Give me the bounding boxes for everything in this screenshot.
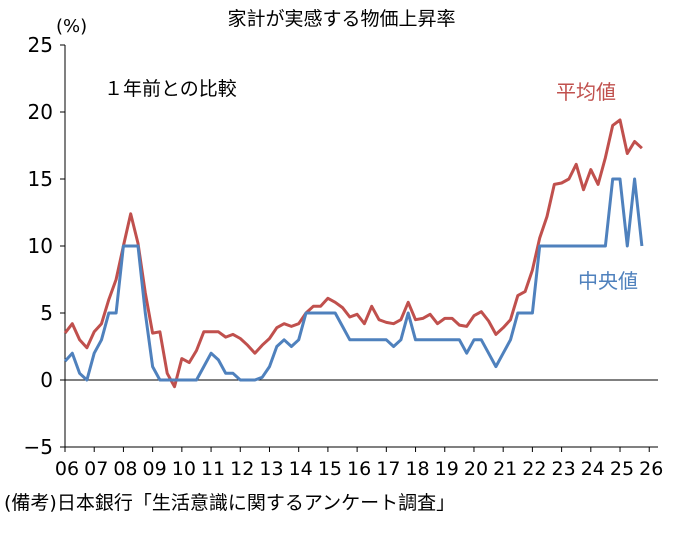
y-tick-label: 20 bbox=[28, 100, 53, 124]
x-tick-label: 26 bbox=[639, 458, 663, 480]
x-tick-label: 17 bbox=[376, 458, 400, 480]
x-tick-label: 09 bbox=[143, 458, 167, 480]
x-tick-label: 24 bbox=[581, 458, 605, 480]
x-tick-label: 22 bbox=[522, 458, 546, 480]
x-tick-label: 15 bbox=[318, 458, 342, 480]
x-tick-label: 12 bbox=[230, 458, 254, 480]
chart-title: 家計が実感する物価上昇率 bbox=[227, 8, 456, 30]
x-tick-label: 08 bbox=[113, 458, 137, 480]
x-tick-label: 20 bbox=[464, 458, 488, 480]
x-tick-label: 18 bbox=[405, 458, 429, 480]
source-note: (備考)日本銀行「生活意識に関するアンケート調査」 bbox=[4, 492, 456, 514]
x-tick-label: 07 bbox=[84, 458, 108, 480]
x-tick-label: 13 bbox=[259, 458, 283, 480]
y-tick-label: 10 bbox=[28, 234, 53, 258]
x-tick-label: 06 bbox=[55, 458, 79, 480]
annotation-comparison: １年前との比較 bbox=[104, 78, 237, 100]
x-tick-label: 16 bbox=[347, 458, 371, 480]
y-tick-label: 0 bbox=[40, 368, 53, 392]
x-tick-label: 10 bbox=[172, 458, 196, 480]
series-line-mean bbox=[63, 118, 643, 389]
x-tick-label: 19 bbox=[435, 458, 459, 480]
series-line-median bbox=[63, 177, 644, 382]
series-label-mean: 平均値 bbox=[556, 80, 616, 104]
series-label-median: 中央値 bbox=[578, 269, 638, 293]
x-tick-label: 14 bbox=[289, 458, 313, 480]
y-tick-label: 25 bbox=[28, 33, 53, 57]
y-tick-label: −5 bbox=[24, 435, 53, 459]
x-tick-label: 11 bbox=[201, 458, 225, 480]
y-axis-unit-label: (%) bbox=[56, 16, 88, 37]
x-tick-label: 21 bbox=[493, 458, 517, 480]
x-tick-label: 25 bbox=[610, 458, 634, 480]
x-tick-label: 23 bbox=[552, 458, 576, 480]
y-tick-label: 5 bbox=[40, 301, 53, 325]
y-tick-label: 15 bbox=[28, 167, 53, 191]
